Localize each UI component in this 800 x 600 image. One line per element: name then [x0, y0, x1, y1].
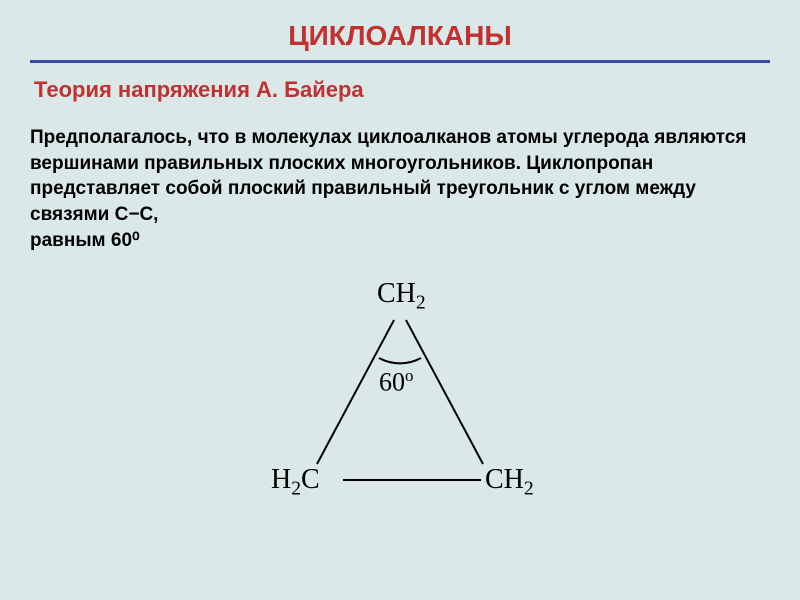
page-title: ЦИКЛОАЛКАНЫ: [0, 0, 800, 60]
body-text: Предполагалось, что в молекулах циклоалк…: [30, 125, 770, 253]
angle-arc: [379, 358, 421, 363]
cyclopropane-diagram: CH2 H2C CH2 60o: [225, 280, 575, 560]
edge-top-right: [406, 320, 483, 464]
angle-label: 60o: [379, 366, 413, 398]
vertex-left-label: H2C: [271, 464, 320, 501]
title-underline: [30, 60, 770, 63]
vertex-right-label: CH2: [485, 464, 534, 501]
subtitle: Теория напряжения А. Байера: [34, 77, 800, 103]
vertex-top-label: CH2: [377, 278, 426, 315]
triangle-svg: [225, 280, 575, 560]
